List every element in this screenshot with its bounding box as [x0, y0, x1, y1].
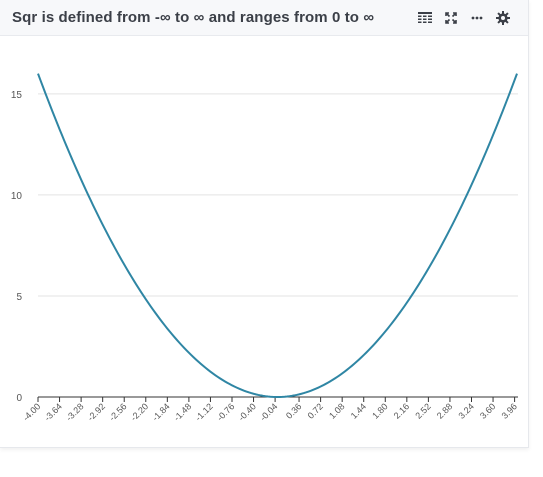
expand-icon[interactable]	[438, 8, 464, 28]
x-tick-label: -3.64	[42, 401, 64, 423]
x-tick-label: 2.52	[413, 401, 432, 420]
x-tick-label: -2.56	[107, 401, 129, 423]
x-tick-label: 3.24	[456, 401, 475, 420]
x-tick-label: 3.96	[500, 401, 519, 420]
x-tick-label: 1.80	[370, 401, 389, 420]
x-tick-label: 1.08	[327, 401, 346, 420]
y-tick-label: 0	[16, 393, 22, 404]
more-icon[interactable]	[464, 8, 490, 28]
y-tick-label: 10	[11, 191, 23, 202]
x-tick-label: -1.48	[172, 401, 194, 423]
x-tick-label: -0.04	[258, 401, 280, 423]
chart-title: Sqr is defined from -∞ to ∞ and ranges f…	[12, 9, 375, 26]
toolbar	[412, 8, 516, 28]
series-line-sqr	[37, 73, 518, 399]
x-tick-label: -1.84	[150, 401, 172, 423]
x-tick-label: -0.40	[236, 401, 258, 423]
x-tick-label: 0.72	[306, 401, 325, 420]
x-tick-label: -0.76	[215, 401, 237, 423]
table-icon[interactable]	[412, 8, 438, 28]
x-tick-label: -3.28	[64, 401, 86, 423]
card-header: Sqr is defined from -∞ to ∞ and ranges f…	[0, 0, 528, 36]
x-tick-label: -4.00	[21, 401, 43, 423]
x-tick-label: 2.16	[392, 401, 411, 420]
y-tick-label: 15	[11, 90, 23, 101]
x-tick-label: 0.36	[284, 401, 303, 420]
line-chart: 0 5 10 15 -4.00 -3.64 -3.28 -2.92 -2.56 -2.20 -1.8…	[11, 73, 519, 423]
x-tick-label: -2.20	[129, 401, 151, 423]
y-tick-label: 5	[16, 292, 22, 303]
x-tick-label: 1.44	[349, 401, 368, 420]
x-tick-label: -1.12	[193, 401, 215, 423]
x-tick-label: 3.60	[478, 401, 497, 420]
chart-card: Sqr is defined from -∞ to ∞ and ranges f…	[0, 0, 529, 448]
x-tick-label: 2.88	[435, 401, 454, 420]
gear-icon[interactable]	[490, 8, 516, 28]
x-tick-label: -2.92	[86, 401, 108, 423]
